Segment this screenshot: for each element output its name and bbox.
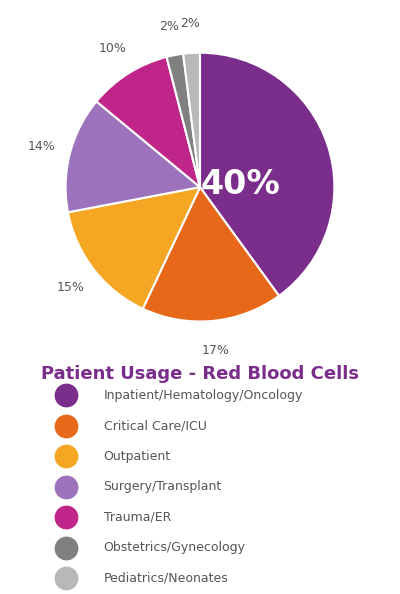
Wedge shape: [66, 102, 200, 212]
Text: 2%: 2%: [159, 20, 179, 33]
Text: 10%: 10%: [98, 42, 126, 55]
Text: Surgery/Transplant: Surgery/Transplant: [104, 481, 222, 493]
Text: 17%: 17%: [202, 344, 229, 357]
Wedge shape: [68, 187, 200, 309]
Text: Patient Usage - Red Blood Cells: Patient Usage - Red Blood Cells: [41, 365, 359, 383]
Wedge shape: [183, 53, 200, 187]
Wedge shape: [166, 54, 200, 187]
Text: 2%: 2%: [180, 17, 200, 30]
Text: Critical Care/ICU: Critical Care/ICU: [104, 419, 206, 432]
Wedge shape: [143, 187, 279, 321]
Text: Obstetrics/Gynecology: Obstetrics/Gynecology: [104, 541, 246, 554]
Text: Pediatrics/Neonates: Pediatrics/Neonates: [104, 572, 228, 585]
Text: Inpatient/Hematology/Oncology: Inpatient/Hematology/Oncology: [104, 388, 303, 402]
Wedge shape: [96, 57, 200, 187]
Wedge shape: [200, 53, 334, 296]
Text: 14%: 14%: [27, 140, 55, 153]
Text: 15%: 15%: [56, 281, 84, 294]
Text: Trauma/ER: Trauma/ER: [104, 511, 171, 524]
Text: Outpatient: Outpatient: [104, 450, 171, 463]
Text: 40%: 40%: [200, 168, 280, 201]
